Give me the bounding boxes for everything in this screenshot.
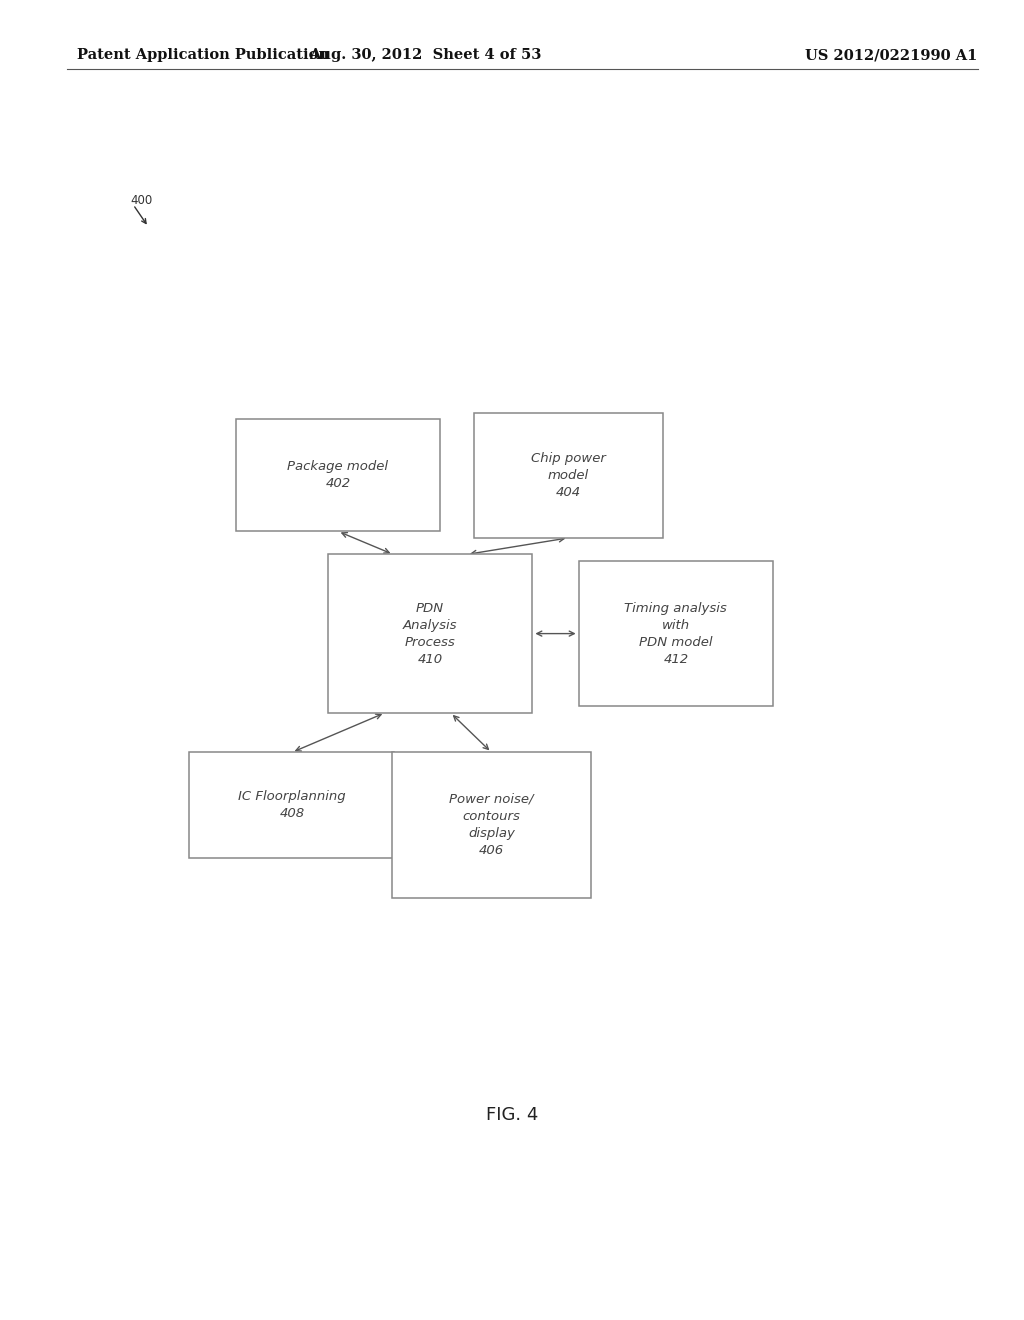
Text: Chip power
model
404: Chip power model 404	[530, 451, 606, 499]
Text: IC Floorplanning
408: IC Floorplanning 408	[238, 791, 346, 820]
FancyBboxPatch shape	[236, 420, 440, 531]
Text: Aug. 30, 2012  Sheet 4 of 53: Aug. 30, 2012 Sheet 4 of 53	[309, 49, 541, 62]
FancyBboxPatch shape	[579, 561, 773, 706]
FancyBboxPatch shape	[391, 752, 591, 898]
Text: Timing analysis
with
PDN model
412: Timing analysis with PDN model 412	[625, 602, 727, 665]
FancyBboxPatch shape	[473, 412, 664, 539]
Text: Package model
402: Package model 402	[288, 461, 388, 490]
Text: FIG. 4: FIG. 4	[485, 1106, 539, 1125]
Text: Power noise/
contours
display
406: Power noise/ contours display 406	[450, 793, 534, 857]
Text: PDN
Analysis
Process
410: PDN Analysis Process 410	[402, 602, 458, 665]
Text: US 2012/0221990 A1: US 2012/0221990 A1	[805, 49, 977, 62]
Text: Patent Application Publication: Patent Application Publication	[77, 49, 329, 62]
FancyBboxPatch shape	[189, 752, 394, 858]
Text: 400: 400	[130, 194, 153, 207]
FancyBboxPatch shape	[328, 554, 532, 713]
